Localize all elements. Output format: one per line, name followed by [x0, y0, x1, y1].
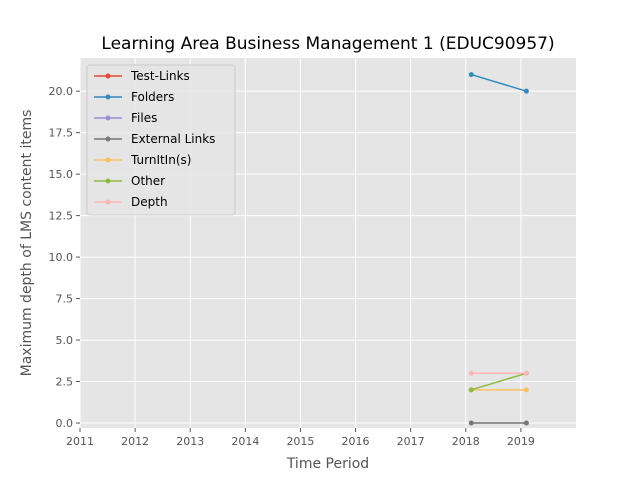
series-depth [468, 370, 529, 376]
data-point [468, 72, 474, 78]
data-point [468, 387, 474, 393]
legend-entry: Other [94, 174, 165, 188]
legend-label: Folders [131, 90, 174, 104]
legend-box [86, 64, 236, 216]
x-tick-label: 2015 [286, 435, 314, 448]
x-tick-label: 2014 [231, 435, 259, 448]
legend-entry: TurnItIn(s) [94, 153, 191, 167]
data-point [523, 88, 529, 94]
data-point [468, 370, 474, 376]
legend-marker [105, 178, 111, 184]
grid [79, 58, 576, 428]
data-point [523, 387, 529, 393]
x-tick-label: 2016 [342, 435, 370, 448]
y-tick-label: 12.5 [49, 210, 74, 223]
y-tick-label: 0.0 [56, 417, 74, 430]
x-tick-label: 2019 [507, 435, 535, 448]
legend-entry: Files [94, 111, 157, 125]
data-point [468, 420, 474, 426]
legend-marker [105, 73, 111, 79]
x-axis-label: Time Period [286, 456, 369, 472]
x-tick-label: 2013 [176, 435, 204, 448]
y-tick-label: 2.5 [56, 376, 74, 389]
legend: Test-Links Folders Files External Links Turn… [86, 64, 236, 216]
data-point [523, 420, 529, 426]
legend-label: TurnItIn(s) [130, 153, 191, 167]
y-tick-label: 7.5 [56, 293, 74, 306]
legend-marker [105, 136, 111, 142]
y-tick-label: 15.0 [49, 168, 74, 181]
y-tick-label: 5.0 [56, 334, 74, 347]
y-tick-label: 20.0 [49, 85, 74, 98]
legend-marker [105, 115, 111, 121]
legend-label: Files [131, 111, 157, 125]
legend-marker [105, 199, 111, 205]
legend-entry: Depth [94, 195, 168, 209]
legend-marker [105, 94, 111, 100]
x-axis: 2011 2012 2013 2014 2015 2016 2017 2018 2019 [66, 428, 535, 448]
series-external-links [468, 420, 529, 426]
legend-entry: External Links [94, 132, 215, 146]
series-line [471, 73, 527, 92]
legend-label: External Links [131, 132, 215, 146]
legend-entry: Folders [94, 90, 174, 104]
x-tick-label: 2012 [121, 435, 149, 448]
series-line [471, 372, 527, 391]
y-axis-label: Maximum depth of LMS content items [19, 110, 35, 377]
legend-entry: Test-Links [94, 69, 190, 83]
legend-label: Other [131, 174, 165, 188]
x-tick-label: 2018 [452, 435, 480, 448]
legend-marker [105, 157, 111, 163]
x-tick-label: 2011 [66, 435, 94, 448]
series-layer [468, 72, 529, 426]
x-tick-label: 2017 [397, 435, 425, 448]
y-tick-label: 17.5 [49, 127, 74, 140]
chart-title: Learning Area Business Management 1 (EDU… [101, 34, 554, 54]
y-tick-label: 10.0 [49, 251, 74, 264]
legend-label: Depth [131, 195, 168, 209]
y-axis: 0.0 2.5 5.0 7.5 10.0 12.5 15.0 17.5 20.0 [49, 85, 80, 430]
series-folders [468, 72, 529, 94]
legend-label: Test-Links [130, 69, 190, 83]
data-point [523, 370, 529, 376]
